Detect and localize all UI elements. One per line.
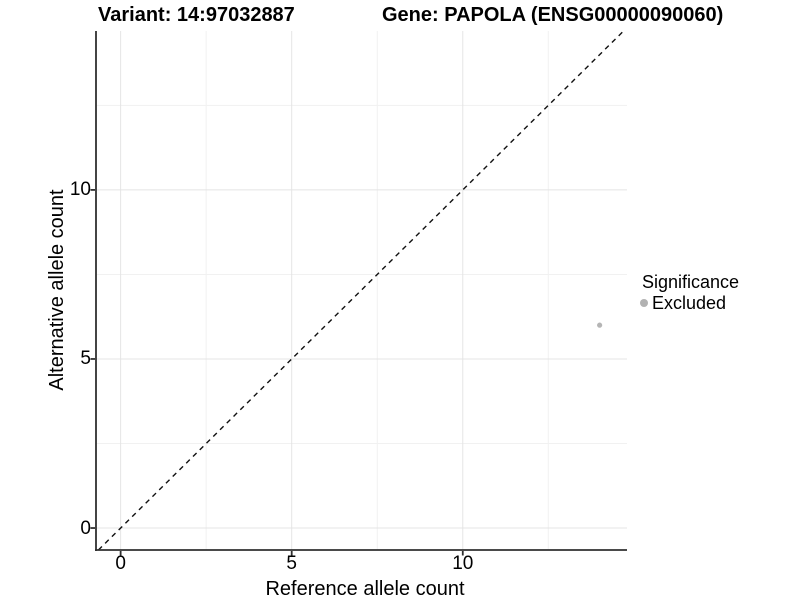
x-tick-label: 0 xyxy=(115,553,126,574)
y-tick-label: 0 xyxy=(80,517,91,539)
legend-title: Significance xyxy=(642,272,740,292)
plot-title-variant: Variant: 14:97032887 xyxy=(98,4,295,26)
x-axis-label: Reference allele count xyxy=(265,578,465,600)
legend: Significance Excluded xyxy=(640,272,739,313)
legend-point-swatch xyxy=(640,299,648,307)
identity-line xyxy=(97,30,625,551)
y-tick-label: 10 xyxy=(69,179,91,201)
data-point xyxy=(597,322,603,328)
y-tick-label: 5 xyxy=(80,348,91,370)
legend-item-excluded: Excluded xyxy=(640,293,739,313)
x-tick-label: 10 xyxy=(452,553,474,574)
plot-title-gene: Gene: PAPOLA (ENSG00000090060) xyxy=(382,4,724,26)
legend-item-label: Excluded xyxy=(652,293,727,313)
x-tick-label: 5 xyxy=(286,553,297,574)
